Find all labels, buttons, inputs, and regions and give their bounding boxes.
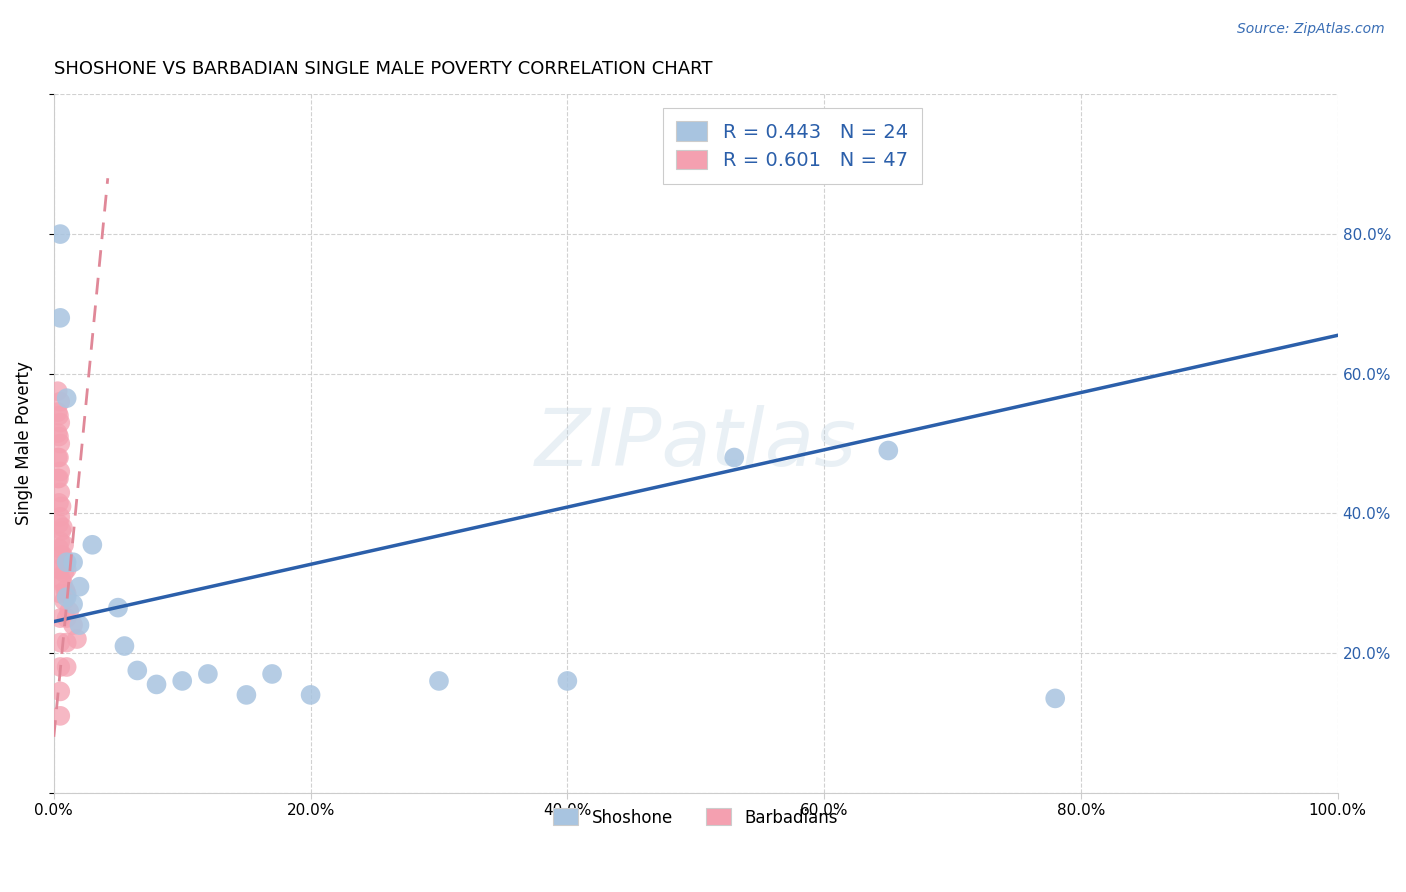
Point bbox=[55, 611, 77, 625]
Point bbox=[51, 500, 73, 514]
Point bbox=[48, 450, 70, 465]
Point bbox=[53, 566, 76, 580]
Point bbox=[62, 555, 84, 569]
Legend: Shoshone, Barbadians: Shoshone, Barbadians bbox=[547, 802, 845, 833]
Point bbox=[55, 587, 77, 601]
Point bbox=[48, 516, 70, 531]
Text: Source: ZipAtlas.com: Source: ZipAtlas.com bbox=[1237, 22, 1385, 37]
Point bbox=[48, 496, 70, 510]
Point bbox=[46, 450, 69, 465]
Point bbox=[46, 471, 69, 485]
Point bbox=[49, 611, 72, 625]
Y-axis label: Single Male Poverty: Single Male Poverty bbox=[15, 361, 32, 525]
Point bbox=[49, 562, 72, 576]
Point bbox=[55, 555, 77, 569]
Point bbox=[1043, 691, 1066, 706]
Point bbox=[49, 684, 72, 698]
Point bbox=[114, 639, 136, 653]
Point bbox=[197, 667, 219, 681]
Point bbox=[66, 632, 89, 646]
Point bbox=[49, 465, 72, 479]
Point bbox=[49, 534, 72, 549]
Point bbox=[262, 667, 284, 681]
Point bbox=[51, 524, 73, 538]
Point bbox=[145, 677, 167, 691]
Point bbox=[52, 548, 75, 562]
Point bbox=[49, 416, 72, 430]
Point bbox=[172, 673, 194, 688]
Point bbox=[55, 583, 77, 598]
Point bbox=[427, 673, 450, 688]
Point bbox=[46, 405, 69, 419]
Point bbox=[49, 587, 72, 601]
Point bbox=[48, 429, 70, 443]
Point bbox=[62, 597, 84, 611]
Point bbox=[557, 673, 579, 688]
Point bbox=[55, 555, 77, 569]
Point bbox=[69, 618, 91, 632]
Point bbox=[53, 538, 76, 552]
Point bbox=[299, 688, 322, 702]
Point bbox=[48, 471, 70, 485]
Point bbox=[55, 391, 77, 405]
Point bbox=[52, 576, 75, 591]
Point bbox=[127, 664, 149, 678]
Point bbox=[107, 600, 129, 615]
Point bbox=[51, 548, 73, 562]
Point bbox=[55, 635, 77, 649]
Point bbox=[55, 562, 77, 576]
Point bbox=[49, 485, 72, 500]
Point bbox=[49, 635, 72, 649]
Point bbox=[58, 604, 80, 618]
Point bbox=[53, 593, 76, 607]
Text: SHOSHONE VS BARBADIAN SINGLE MALE POVERTY CORRELATION CHART: SHOSHONE VS BARBADIAN SINGLE MALE POVERT… bbox=[53, 60, 713, 78]
Point bbox=[69, 580, 91, 594]
Point bbox=[877, 443, 900, 458]
Text: ZIPatlas: ZIPatlas bbox=[534, 405, 856, 483]
Point bbox=[49, 709, 72, 723]
Point bbox=[46, 384, 69, 399]
Point bbox=[55, 590, 77, 604]
Point bbox=[49, 436, 72, 450]
Point bbox=[723, 450, 745, 465]
Point bbox=[62, 618, 84, 632]
Point bbox=[49, 660, 72, 674]
Point bbox=[235, 688, 257, 702]
Point bbox=[48, 409, 70, 423]
Point bbox=[49, 394, 72, 409]
Point bbox=[48, 562, 70, 576]
Point bbox=[82, 538, 104, 552]
Point bbox=[46, 426, 69, 441]
Point bbox=[48, 541, 70, 556]
Point bbox=[49, 227, 72, 241]
Point bbox=[49, 509, 72, 524]
Point bbox=[55, 660, 77, 674]
Point bbox=[52, 520, 75, 534]
Point bbox=[49, 310, 72, 325]
Point bbox=[51, 573, 73, 587]
